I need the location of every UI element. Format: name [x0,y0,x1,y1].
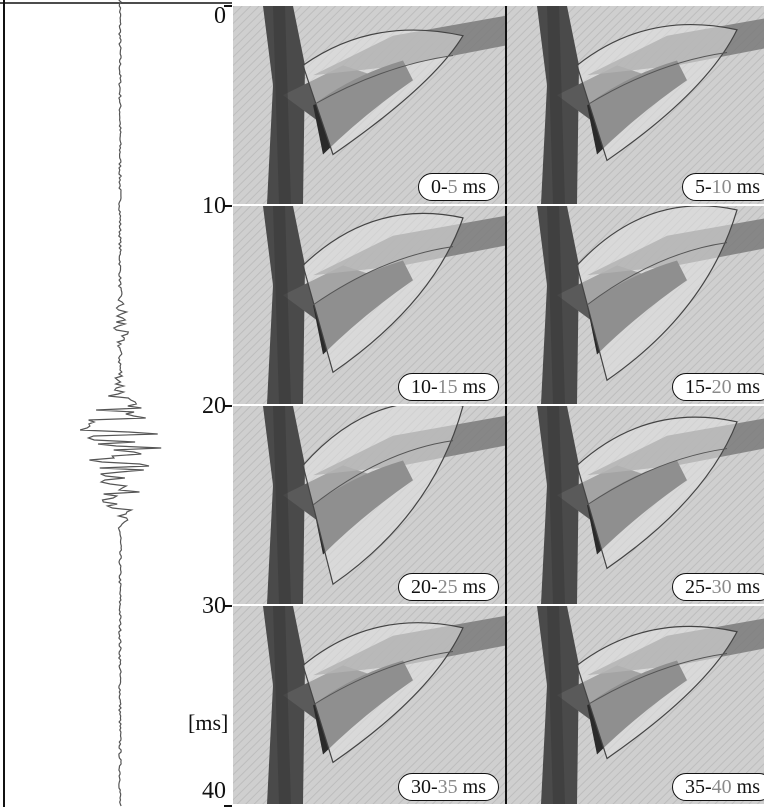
frame-time-label: 35-40 ms [671,773,764,801]
frame-time-unit: ms [731,576,760,598]
frame-end-time: 20 [711,376,732,398]
insect-photo [233,206,505,404]
time-tick-label: 10 [202,193,226,219]
insect-photo [507,606,764,804]
frame-time-label: 20-25 ms [397,573,499,601]
video-frame: 0-5 ms [233,6,507,204]
insect-photo [507,6,764,204]
video-frame: 10-15 ms [233,206,507,404]
frame-end-time: 30 [711,576,732,598]
frame-time-unit: ms [731,776,760,798]
frame-end-time: 25 [437,576,458,598]
insect-photo [507,406,764,604]
video-frame: 25-30 ms [507,406,764,604]
time-tick-label: 30 [202,593,226,619]
frame-start-time: 25 [684,576,705,598]
frame-time-label: 5-10 ms [681,173,764,201]
frame-start-time: 5 [694,176,705,198]
frame-time-label: 10-15 ms [397,373,499,401]
video-frame: 30-35 ms [233,606,507,804]
oscillogram-trace [0,0,232,807]
frame-start-time: 35 [684,776,705,798]
frame-time-unit: ms [457,376,486,398]
insect-photo [233,406,505,604]
video-frame: 15-20 ms [507,206,764,404]
time-tick-label: 0 [214,3,226,29]
insect-photo [507,206,764,404]
frame-start-time: 20 [410,576,431,598]
frame-start-time: 15 [684,376,705,398]
time-tick-label: 40 [202,778,226,804]
frame-time-unit: ms [457,176,486,198]
frame-start-time: 10 [410,376,431,398]
frame-end-time: 40 [711,776,732,798]
frame-end-time: 35 [437,776,458,798]
frame-time-label: 30-35 ms [397,773,499,801]
frame-time-unit: ms [731,176,760,198]
frame-start-time: 30 [410,776,431,798]
frame-time-label: 0-5 ms [417,173,499,201]
frame-time-unit: ms [731,376,760,398]
insect-photo [233,606,505,804]
frame-time-unit: ms [457,776,486,798]
video-frame: 20-25 ms [233,406,507,604]
insect-photo [233,6,505,204]
frame-start-time: 0 [430,176,441,198]
time-tick-label: 20 [202,393,226,419]
frame-time-unit: ms [457,576,486,598]
frame-time-label: 15-20 ms [671,373,764,401]
time-axis-unit: [ms] [188,710,229,735]
waveform-line [79,0,162,807]
frame-end-time: 15 [437,376,458,398]
video-frame: 35-40 ms [507,606,764,804]
frame-time-label: 25-30 ms [671,573,764,601]
frame-end-time: 10 [711,176,732,198]
frame-end-time: 5 [447,176,458,198]
video-frame: 5-10 ms [507,6,764,204]
